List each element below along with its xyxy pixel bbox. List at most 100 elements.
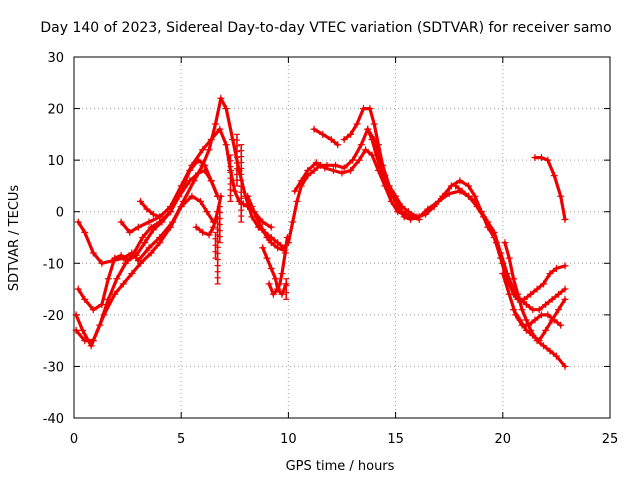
data-point xyxy=(319,130,327,138)
data-point xyxy=(89,337,97,345)
data-point xyxy=(537,154,545,162)
data-point xyxy=(177,203,185,211)
data-point xyxy=(278,290,286,298)
data-point xyxy=(222,105,230,113)
plot-frame xyxy=(73,56,611,419)
data-point xyxy=(415,215,423,223)
data-point xyxy=(293,197,301,205)
data-point xyxy=(430,203,438,211)
data-point xyxy=(385,187,393,195)
data-point xyxy=(542,326,550,334)
data-point xyxy=(136,197,144,205)
data-point xyxy=(259,226,267,234)
data-point xyxy=(252,213,260,221)
data-point xyxy=(529,331,537,339)
data-point xyxy=(516,316,524,324)
data-point xyxy=(177,182,185,190)
data-point xyxy=(561,262,569,270)
chart-title: Day 140 of 2023, Sidereal Day-to-day VTE… xyxy=(40,20,611,36)
data-point xyxy=(269,290,277,298)
data-point xyxy=(100,311,108,319)
data-point xyxy=(186,177,194,185)
y-tick-label: 20 xyxy=(47,103,64,118)
data-point xyxy=(531,154,539,162)
series-pass-4 xyxy=(74,194,215,343)
data-point xyxy=(347,166,355,174)
data-point xyxy=(147,223,155,231)
data-point xyxy=(561,285,569,293)
data-point xyxy=(121,259,129,267)
data-point xyxy=(340,136,348,144)
data-point xyxy=(355,156,363,164)
data-point xyxy=(139,234,147,241)
x-tick-label: 20 xyxy=(495,432,512,447)
y-tick-label: 0 xyxy=(56,206,64,221)
data-point xyxy=(81,295,89,303)
data-point xyxy=(379,172,387,180)
data-point xyxy=(79,326,87,334)
data-point xyxy=(522,301,530,309)
data-point xyxy=(550,172,558,180)
data-point xyxy=(98,259,106,267)
data-point xyxy=(338,169,346,177)
x-tick-label: 5 xyxy=(177,432,185,447)
data-point xyxy=(484,223,492,231)
data-point xyxy=(514,290,522,298)
data-point xyxy=(113,275,121,283)
data-point xyxy=(548,316,556,324)
data-point xyxy=(555,306,563,314)
spike-markers xyxy=(227,154,234,202)
data-point xyxy=(407,213,415,221)
data-point xyxy=(145,218,153,226)
data-point xyxy=(166,223,174,231)
data-point xyxy=(128,270,136,278)
data-point xyxy=(217,192,225,200)
data-point xyxy=(156,239,164,247)
data-point xyxy=(74,218,82,226)
data-point xyxy=(456,177,464,185)
data-point xyxy=(359,105,367,113)
data-point xyxy=(522,326,530,334)
data-point xyxy=(505,254,513,262)
data-point xyxy=(119,280,127,288)
data-point xyxy=(244,192,252,200)
data-point xyxy=(74,285,82,293)
data-point xyxy=(312,159,320,167)
data-point xyxy=(557,321,565,329)
data-point xyxy=(510,275,518,283)
data-point xyxy=(231,187,239,195)
data-point xyxy=(310,166,318,174)
data-point xyxy=(540,280,548,288)
data-point xyxy=(392,197,400,205)
data-point xyxy=(366,105,374,113)
series-pass-8 xyxy=(246,194,286,252)
data-point xyxy=(310,125,318,133)
series-pass-3 xyxy=(74,158,220,348)
data-point xyxy=(147,249,155,257)
x-tick-label: 0 xyxy=(70,432,78,447)
data-point xyxy=(207,177,215,185)
x-tick-label: 25 xyxy=(602,432,619,447)
data-point xyxy=(501,239,509,247)
data-point xyxy=(188,161,196,169)
data-point xyxy=(81,228,89,236)
data-point xyxy=(561,362,569,370)
data-point xyxy=(267,223,275,231)
data-point xyxy=(505,290,513,298)
spike-markers xyxy=(216,205,223,244)
data-point xyxy=(201,161,209,169)
data-point xyxy=(89,306,97,314)
data-point xyxy=(141,239,149,247)
data-point xyxy=(362,146,370,154)
data-point xyxy=(557,192,565,200)
series-pass-14 xyxy=(342,107,567,312)
data-point xyxy=(522,316,530,324)
axis-ticks: 0 5 10 15 20 25 30 20 10 0 -10 -20 -30 -40 xyxy=(43,51,619,447)
data-point xyxy=(263,254,271,262)
data-point xyxy=(87,342,95,350)
data-point xyxy=(540,342,548,350)
x-tick-label: 10 xyxy=(280,432,297,447)
series-pass-2 xyxy=(76,168,220,312)
data-point xyxy=(126,228,134,236)
data-point xyxy=(372,151,380,159)
